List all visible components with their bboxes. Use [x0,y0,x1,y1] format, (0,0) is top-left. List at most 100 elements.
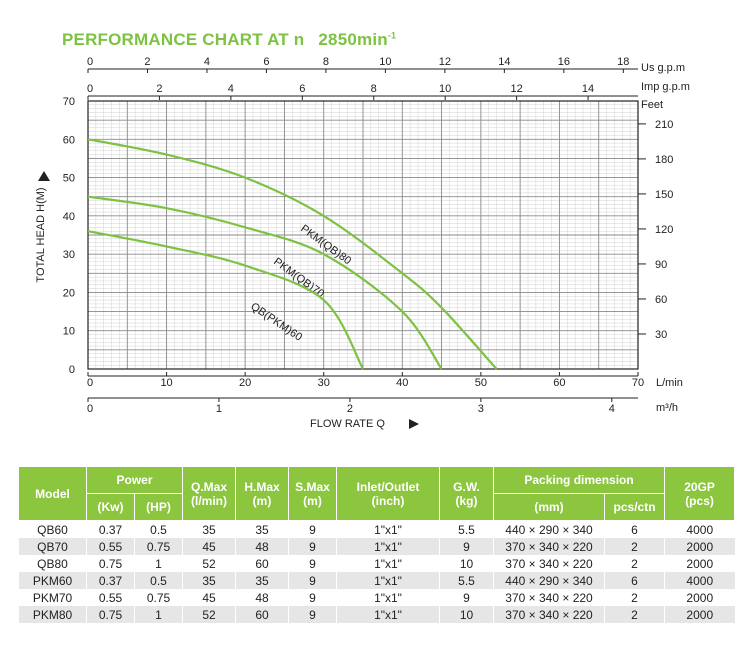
lmin-tick-label: 20 [239,377,251,389]
cell-model: PKM80 [18,606,87,623]
us-tick-label: 2 [144,56,150,68]
cell-packing-mm: 440 × 290 × 340 [493,572,605,589]
header-20gp-unit: (pcs) [685,493,714,508]
feet-tick-label: 180 [655,154,673,166]
m3h-tick-label: 4 [609,403,615,415]
feet-tick-label: 60 [655,294,667,306]
imp-tick-label: 8 [371,83,377,95]
cell-hp: 0.75 [133,589,183,606]
y-tick-label: 60 [63,134,75,146]
table-row: PKM60 0.37 0.5 35 35 9 1"x1" 5.5 440 × 290 × 340… [18,572,735,589]
header-20gp: 20GP (pcs) [664,466,736,521]
us-unit: Us g.p.m [641,62,685,74]
cell-hp: 0.75 [133,538,183,555]
cell-model: PKM70 [18,589,87,606]
lmin-tick-label: 0 [87,377,93,389]
cell-model: QB80 [18,555,87,572]
header-smax-unit: (m) [303,493,322,508]
cell-hp: 0.5 [133,572,183,589]
feet-tick-label: 120 [655,224,673,236]
cell-kw: 0.37 [86,520,135,538]
cell-qmax: 45 [182,589,236,606]
m3h-tick-label: 2 [347,403,353,415]
cell-hmax: 60 [235,555,289,572]
cell-gw: 5.5 [439,572,494,589]
table-row: PKM70 0.55 0.75 45 48 9 1"x1" 9 370 × 340 × 220 2… [18,589,735,606]
header-inlet-unit: (inch) [371,493,405,508]
x-axis-title: FLOW RATE Q [310,418,385,430]
lmin-tick-label: 40 [396,377,408,389]
cell-model: PKM60 [18,572,87,589]
cell-20gp: 2000 [664,606,735,623]
header-qmax-unit: (l/min) [191,493,228,508]
header-hmax-unit: (m) [252,493,272,508]
table-row: QB60 0.37 0.5 35 35 9 1"x1" 5.5 440 × 290 × 340 6… [18,520,735,538]
cell-qmax: 52 [182,555,236,572]
y-tick-label: 0 [69,364,75,376]
m3h-unit: m³/h [656,402,678,414]
lmin-tick-label: 60 [553,377,565,389]
cell-pcs: 2 [604,589,665,606]
us-tick-label: 16 [558,56,570,68]
cell-smax: 9 [288,572,337,589]
y-tick-label: 10 [63,326,75,338]
us-tick-label: 6 [263,56,269,68]
chart-title-text: PERFORMANCE CHART AT n [62,30,305,49]
feet-tick-label: 150 [655,189,673,201]
cell-packing-mm: 370 × 340 × 220 [493,606,605,623]
cell-hp: 1 [133,555,183,572]
cell-20gp: 2000 [664,589,735,606]
imp-tick-label: 12 [510,83,522,95]
cell-packing-mm: 370 × 340 × 220 [493,589,605,606]
cell-inlet: 1"x1" [336,538,440,555]
y-tick-label: 70 [63,96,75,108]
feet-tick-label: 30 [655,329,667,341]
cell-pcs: 6 [604,572,665,589]
cell-20gp: 2000 [664,538,735,555]
lmin-unit: L/min [656,377,683,389]
cell-hmax: 60 [235,606,289,623]
header-packing-mm: (mm) [493,493,606,521]
imp-tick-label: 6 [299,83,305,95]
curve-pkm-qb-80 [87,138,498,370]
cell-gw: 5.5 [439,520,494,538]
cell-20gp: 4000 [664,572,735,589]
header-qmax: Q.Max (l/min) [182,466,237,521]
y-axis-title: TOTAL HEAD H(M) [35,187,47,282]
header-qmax-label: Q.Max [191,479,228,494]
cell-pcs: 2 [604,538,665,555]
cell-pcs: 2 [604,606,665,623]
feet-tick-label: 90 [655,259,667,271]
curve-qb-pkm-60 [87,230,364,370]
cell-hmax: 35 [235,520,289,538]
lmin-tick-label: 70 [632,377,644,389]
speed-exponent: -1 [387,30,397,41]
us-tick-label: 0 [87,56,93,68]
header-model: Model [18,466,87,521]
y-tick-label: 40 [63,211,75,223]
cell-model: QB70 [18,538,87,555]
us-tick-label: 18 [617,56,629,68]
cell-kw: 0.75 [86,555,135,572]
header-inlet: Inlet/Outlet (inch) [336,466,441,521]
cell-smax: 9 [288,555,337,572]
cell-inlet: 1"x1" [336,555,440,572]
cell-qmax: 35 [182,520,236,538]
table-row: QB80 0.75 1 52 60 9 1"x1" 10 370 × 340 × 220 2 200… [18,555,735,572]
feet-tick-label: 210 [655,119,673,131]
cell-model: QB60 [18,520,87,538]
cell-pcs: 6 [604,520,665,538]
cell-hp: 1 [133,606,183,623]
cell-qmax: 52 [182,606,236,623]
y-axis-arrow-icon [38,171,50,181]
cell-20gp: 4000 [664,520,735,538]
cell-packing-mm: 370 × 340 × 220 [493,555,605,572]
lmin-tick-label: 30 [318,377,330,389]
cell-gw: 9 [439,589,494,606]
header-gw-label: G.W. [453,479,480,494]
us-tick-label: 10 [379,56,391,68]
cell-kw: 0.55 [86,589,135,606]
us-tick-label: 8 [323,56,329,68]
cell-pcs: 2 [604,555,665,572]
